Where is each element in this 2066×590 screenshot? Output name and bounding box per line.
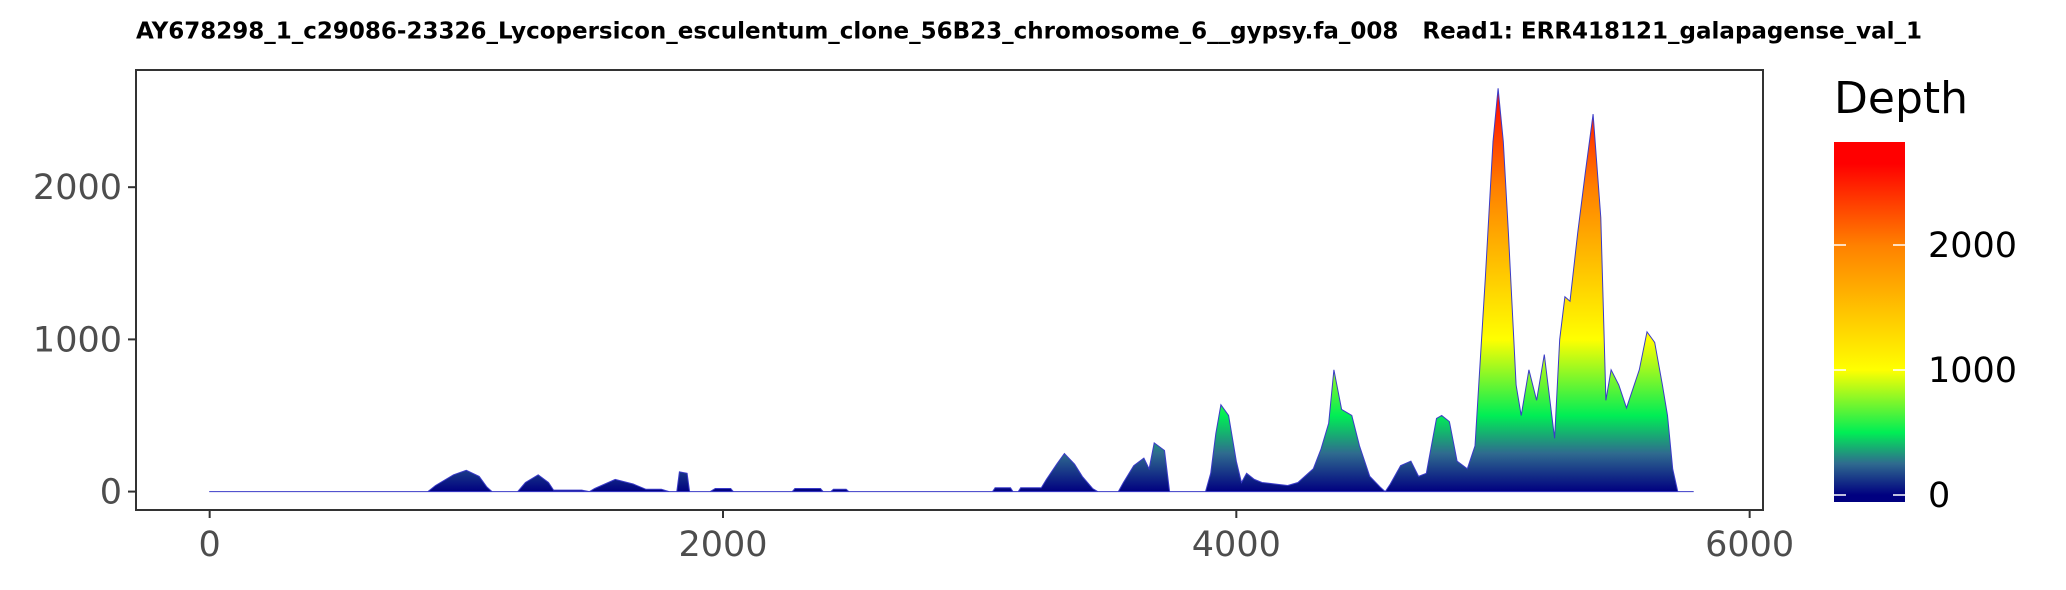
y-tick-label: 0 — [100, 473, 122, 513]
x-tick-label: 0 — [199, 525, 221, 565]
x-tick-label: 2000 — [678, 525, 767, 565]
depth-area — [209, 88, 1694, 493]
colorbar-label: 2000 — [1928, 226, 2017, 266]
chart-title: AY678298_1_c29086-23326_Lycopersicon_esc… — [136, 19, 1922, 45]
colorbar-label: 0 — [1928, 476, 1950, 516]
x-tick-label: 6000 — [1705, 525, 1794, 565]
colorbar — [1834, 142, 1905, 502]
colorbar-label: 1000 — [1928, 351, 2017, 391]
x-tick-label: 4000 — [1192, 525, 1281, 565]
legend-title: Depth — [1834, 73, 1968, 124]
y-tick-label: 2000 — [33, 168, 122, 208]
y-tick-label: 1000 — [33, 320, 122, 360]
plot-border — [135, 69, 1764, 511]
